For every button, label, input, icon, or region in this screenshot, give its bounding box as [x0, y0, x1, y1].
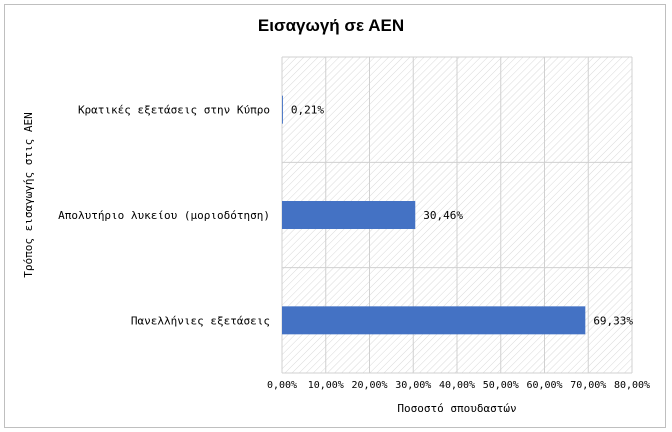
y-axis-label: Τρόπος εισαγωγής στις ΑΕΝ [22, 112, 35, 278]
x-tick-label: 0,00% [267, 380, 297, 391]
data-label: 0,21% [291, 104, 324, 117]
bar [282, 306, 586, 335]
data-label: 30,46% [423, 209, 463, 222]
x-tick-label: 20,00% [351, 380, 387, 391]
x-axis-label: Ποσοστό σπουδαστών [397, 402, 516, 415]
x-tick-label: 60,00% [526, 380, 562, 391]
bar [282, 201, 416, 229]
category-label: Απολυτήριο λυκείου (μοριοδότηση) [58, 209, 270, 222]
bar [282, 95, 283, 124]
x-tick-label: 80,00% [614, 380, 650, 391]
x-tick-label: 40,00% [439, 380, 475, 391]
chart-title: Εισαγωγή σε ΑΕΝ [257, 16, 405, 35]
x-tick-label: 30,00% [395, 380, 431, 391]
x-tick-label: 50,00% [483, 380, 519, 391]
data-label: 69,33% [593, 314, 633, 327]
x-tick-label: 70,00% [570, 380, 606, 391]
category-label: Κρατικές εξετάσεις στην Κύπρο [78, 104, 270, 117]
x-tick-label: 10,00% [308, 380, 344, 391]
category-label: Πανελλήνιες εξετάσεις [131, 314, 270, 327]
